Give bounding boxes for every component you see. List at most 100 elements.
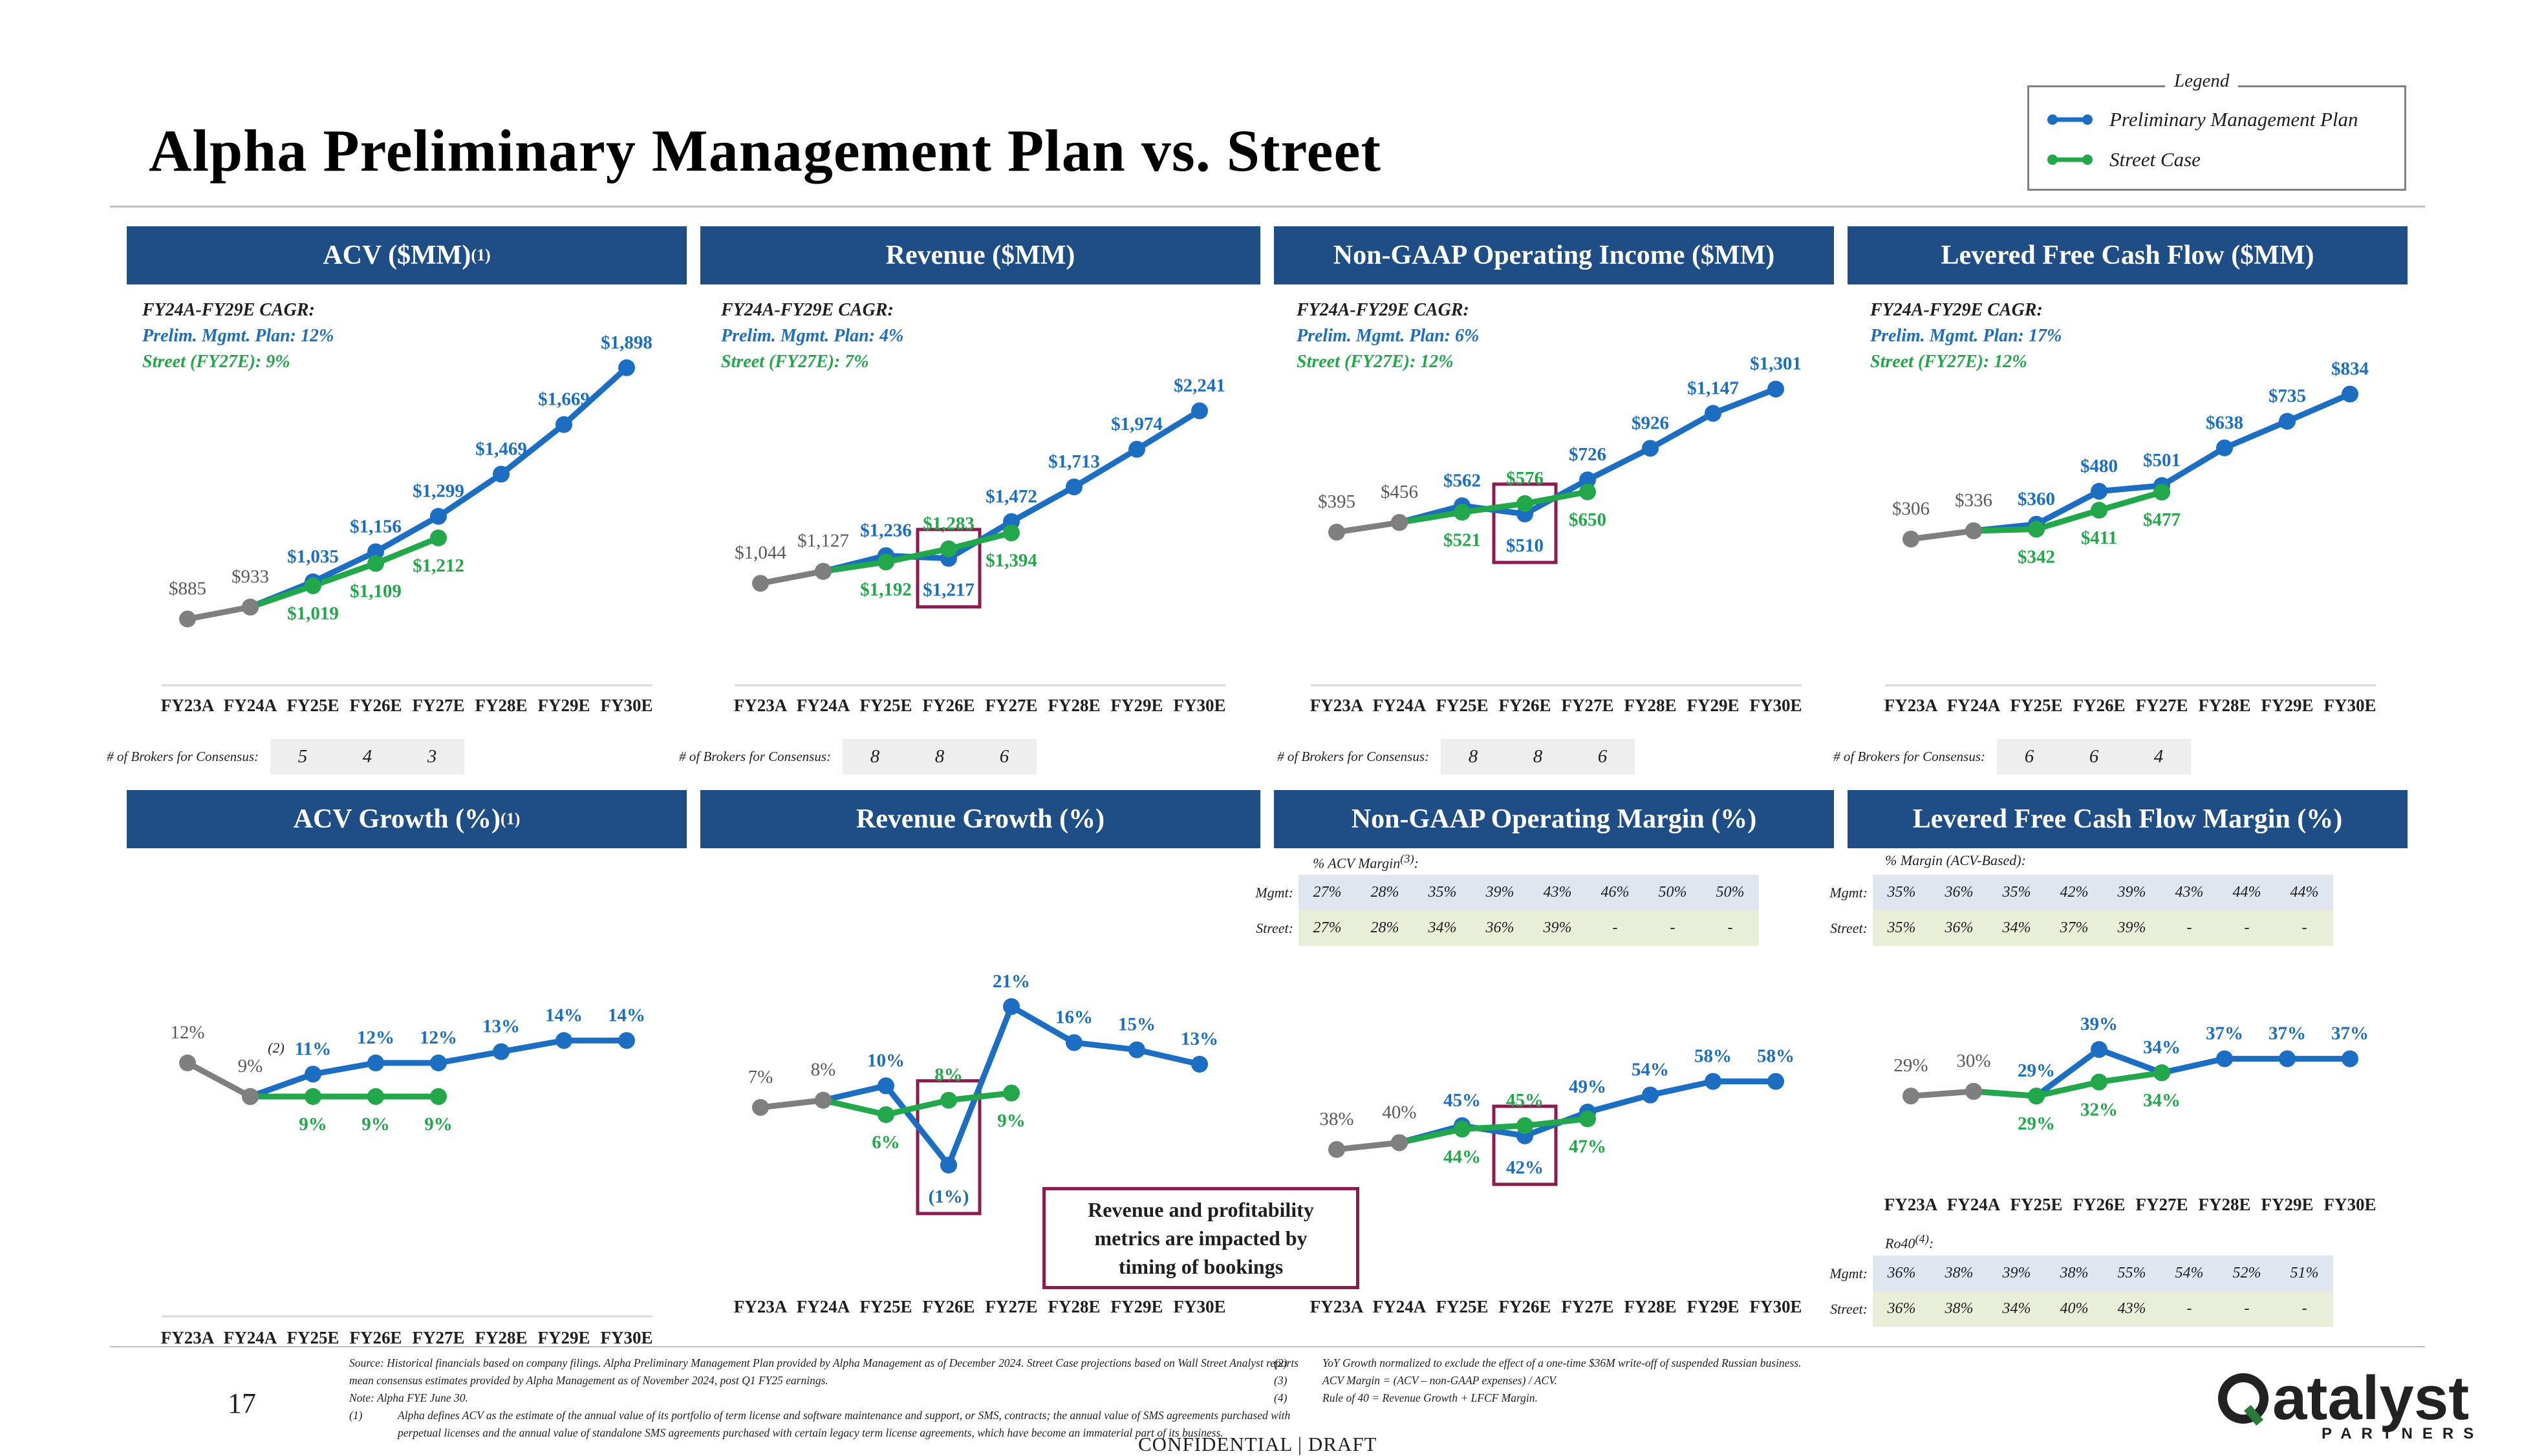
table-cell: 39% <box>1485 884 1514 901</box>
data-point <box>752 1098 769 1116</box>
highlight-box <box>916 528 982 609</box>
table-cell: 43% <box>2117 1300 2146 1317</box>
panel-title: Levered Free Cash Flow Margin (%) <box>1912 804 2343 834</box>
page-number: 17 <box>228 1387 256 1419</box>
cagr-title: FY24A-FY29E CAGR: <box>142 300 315 320</box>
data-label: $1,898 <box>601 332 652 353</box>
data-point <box>179 610 196 628</box>
panel-header-acv: ACV ($MM) (1) <box>127 226 687 284</box>
data-label: 47% <box>1569 1137 1606 1157</box>
series-line <box>1973 489 2163 534</box>
cagr-title: FY24A-FY29E CAGR: <box>1297 300 1469 320</box>
data-point <box>1128 440 1145 458</box>
row-label: Mgmt: <box>1255 884 1293 901</box>
x-tick-label: FY28E <box>2199 1195 2251 1214</box>
data-point <box>2279 1050 2296 1067</box>
brokers-value: 8 <box>1468 746 1478 767</box>
acv-margin-label: % ACV Margin(3): <box>1313 852 1419 872</box>
table-cell: - <box>2301 919 2307 936</box>
table-row: Mgmt: 36% 38% 39% 38% 55% 54% 52% 51% <box>1816 1256 2333 1291</box>
data-point <box>2028 1087 2045 1105</box>
footnotes-left: Source: Historical financials based on c… <box>349 1354 1313 1442</box>
series-line <box>1399 1116 1588 1146</box>
table-cell: 38% <box>2060 1265 2089 1281</box>
data-point <box>752 575 769 592</box>
data-point <box>1902 530 1919 548</box>
table-cell: 37% <box>2060 919 2089 936</box>
data-label: $521 <box>1443 530 1481 550</box>
data-label: 12% <box>357 1027 394 1048</box>
data-point <box>2279 412 2296 430</box>
legend-item-mgmt: Preliminary Management Plan <box>2047 107 2358 133</box>
series-line <box>186 1060 252 1099</box>
annotation-label: (2) <box>268 1040 285 1056</box>
panel-header-lfcf-margin: Levered Free Cash Flow Margin (%) <box>1848 790 2408 848</box>
x-tick-label: FY30E <box>1750 1297 1802 1316</box>
table-cell: 52% <box>2232 1265 2261 1281</box>
data-point <box>1391 1134 1408 1151</box>
x-tick-label: FY25E <box>860 696 912 715</box>
legend-label-mgmt: Preliminary Management Plan <box>2109 108 2358 131</box>
cagr-mgmt: Prelim. Mgmt. Plan: 12% <box>142 326 334 346</box>
legend-item-street: Street Case <box>2047 147 2201 173</box>
data-point <box>430 1088 447 1105</box>
data-label: 29% <box>1893 1055 1928 1076</box>
data-label: $2,241 <box>1174 375 1225 396</box>
data-label: $933 <box>232 566 269 587</box>
data-point <box>940 1091 957 1109</box>
panel-title: ACV Growth (%) <box>293 804 501 834</box>
table-cell: 38% <box>1945 1300 1974 1317</box>
source-note: Source: Historical financials based on c… <box>349 1356 1299 1387</box>
data-point <box>555 416 572 433</box>
table-row: Mgmt: 27% 28% 35% 39% 43% 46% 50% 50% <box>1242 875 1759 910</box>
data-point <box>618 359 635 376</box>
table-cell: 39% <box>2002 1265 2031 1281</box>
data-point <box>430 1055 447 1071</box>
x-tick-label: FY29E <box>538 696 590 715</box>
x-tick-label: FY24A <box>1373 1297 1427 1316</box>
data-point <box>493 466 510 483</box>
x-tick-label: FY23A <box>1310 1297 1364 1316</box>
x-tick-label: FY24A <box>224 696 277 715</box>
cagr-street: Street (FY27E): 7% <box>721 352 869 372</box>
data-label: 54% <box>1632 1060 1669 1080</box>
callout-line: Revenue and profitability <box>1088 1198 1314 1221</box>
data-point <box>1579 1110 1596 1128</box>
x-tick-label: FY24A <box>797 696 850 715</box>
x-tick-label: FY30E <box>2324 696 2376 715</box>
data-label: 13% <box>482 1016 520 1037</box>
data-point <box>2091 1073 2107 1091</box>
series-line <box>187 604 251 622</box>
panel-title: Non-GAAP Operating Income ($MM) <box>1333 241 1775 270</box>
x-tick-label: FY27E <box>1562 1297 1614 1316</box>
data-point <box>1328 524 1345 541</box>
legend: Legend Preliminary Management Plan Stree… <box>2027 70 2406 191</box>
data-label: $342 <box>2018 546 2055 567</box>
x-tick-label: FY25E <box>287 1328 339 1347</box>
row-label: Street: <box>1830 1300 1868 1317</box>
legend-swatch-mgmt <box>2047 114 2093 125</box>
x-tick-label: FY29E <box>2261 696 2314 715</box>
data-label: 9% <box>997 1111 1026 1131</box>
table-cell: 28% <box>1370 884 1399 901</box>
table-row: Street: 27% 28% 34% 36% 39% - - - <box>1242 910 1759 946</box>
data-point <box>367 1055 384 1071</box>
data-point <box>493 1043 510 1060</box>
data-point <box>305 1088 321 1105</box>
x-tick-label: FY27E <box>2136 696 2188 715</box>
table-cell: 43% <box>2175 884 2204 901</box>
data-label: 44% <box>1443 1146 1481 1167</box>
footnote-1: Alpha defines ACV as the estimate of the… <box>398 1409 1291 1439</box>
data-point <box>367 543 384 561</box>
x-tick-label: FY25E <box>287 696 339 715</box>
data-point <box>815 1091 832 1109</box>
data-point <box>1642 440 1659 457</box>
x-tick-label: FY26E <box>2073 696 2126 715</box>
x-tick-label: FY23A <box>1310 696 1364 715</box>
data-label: (1%) <box>929 1186 969 1207</box>
data-label: 39% <box>2080 1014 2118 1034</box>
panel-header-op-margin: Non-GAAP Operating Margin (%) <box>1274 790 1834 848</box>
legend-swatch-street <box>2047 155 2093 165</box>
table-cell: 34% <box>1428 919 1457 936</box>
data-label: 11% <box>295 1038 331 1059</box>
